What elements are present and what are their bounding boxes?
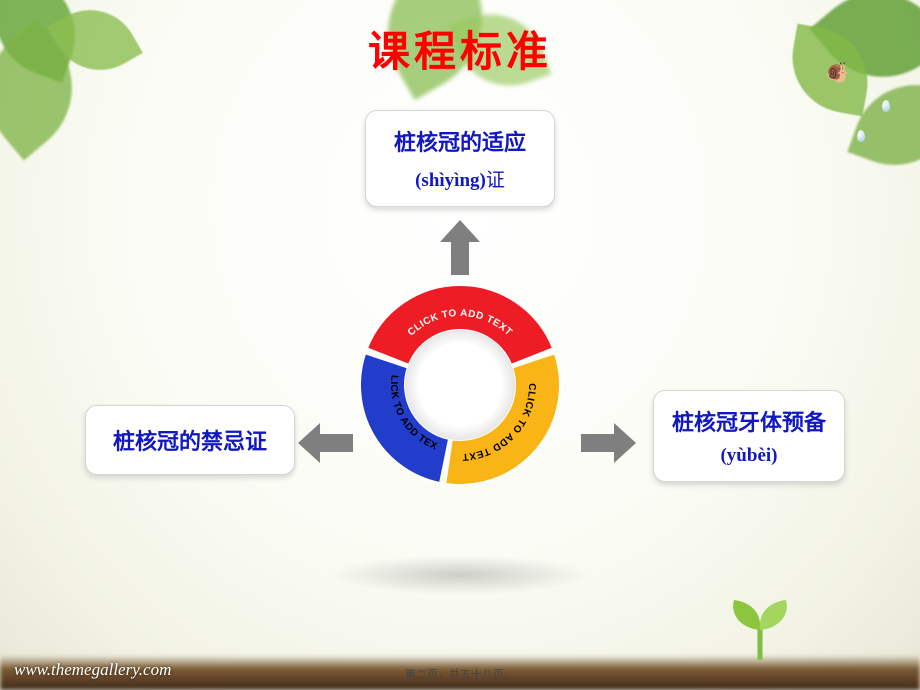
card-contraindications: 桩核冠的禁忌证 (85, 405, 295, 475)
card-subtitle: (yùbèi) (672, 445, 826, 467)
ring-diagram: 桩核冠的适应 (shìyìng)证 桩核冠的禁忌证 桩核冠牙体预备 (yùbèi… (0, 100, 920, 630)
page-title: 课程标准 (0, 18, 920, 79)
card-title: 桩核冠的禁忌证 (108, 424, 272, 456)
card-title: 桩核冠的适应 (384, 125, 536, 157)
card-preparation: 桩核冠牙体预备 (yùbèi) (653, 390, 845, 482)
card-subtitle: (shìyìng)证 (384, 165, 536, 192)
arrow-up (440, 220, 480, 275)
arrow-right (581, 423, 636, 463)
card-title: 桩核冠牙体预备 (672, 405, 826, 437)
card-indications: 桩核冠的适应 (shìyìng)证 (365, 110, 555, 207)
footer-page-number: 第二页，共五十八页。 (405, 666, 515, 682)
ring-shadow (330, 555, 590, 595)
donut-ring: CLICK TO ADD TEXTCLICK TO ADD TEXTCLICK … (345, 270, 575, 500)
footer-url: www.themegallery.com (14, 660, 171, 680)
